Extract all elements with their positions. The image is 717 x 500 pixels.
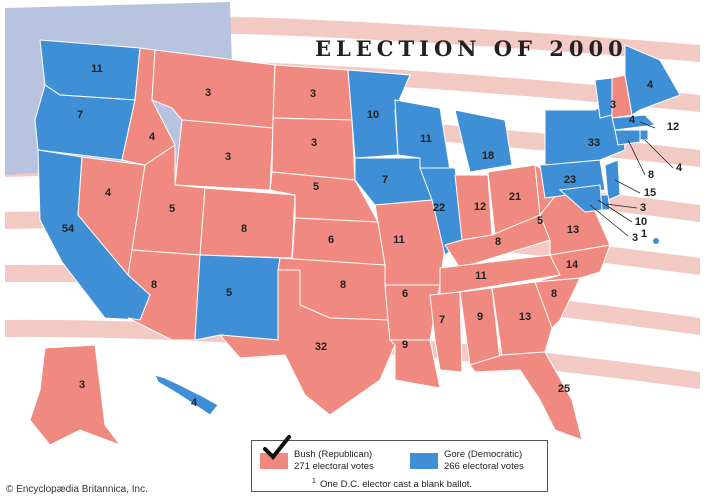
ev-label-wa: 11 xyxy=(91,63,103,75)
ev-label-ca: 54 xyxy=(62,223,75,235)
dc-marker xyxy=(653,238,659,244)
ev-label-tx: 32 xyxy=(315,341,327,353)
ev-label-ma: 12 xyxy=(667,121,679,133)
ev-label-nm: 5 xyxy=(226,287,232,299)
leader-line-ri xyxy=(644,139,674,169)
gore-votes: 266 electoral votes xyxy=(444,461,524,472)
dc-footnote-mark: 1 xyxy=(641,228,647,240)
labels-layer: 1175444335885335683210711691122181221811… xyxy=(62,63,683,409)
leader-line-md xyxy=(597,199,633,223)
state-wa xyxy=(39,39,141,101)
credit: © Encyclopædia Britannica, Inc. xyxy=(6,484,148,495)
ev-label-al: 9 xyxy=(477,311,483,323)
ev-label-co: 8 xyxy=(241,223,247,235)
state-ri xyxy=(639,129,649,141)
states-layer xyxy=(29,39,681,447)
gore-swatch xyxy=(410,453,438,469)
ev-label-wi: 11 xyxy=(420,133,432,145)
state-nm xyxy=(194,254,281,341)
checkmark-icon xyxy=(263,435,291,460)
ev-label-mt: 3 xyxy=(205,87,211,99)
ev-label-va: 13 xyxy=(567,224,579,236)
ev-label-ut: 5 xyxy=(169,203,175,215)
leader-line-ma xyxy=(639,121,656,129)
state-sd xyxy=(271,117,356,181)
ev-label-mn: 10 xyxy=(367,109,379,121)
ev-label-fl: 25 xyxy=(558,383,570,395)
ev-label-ny: 33 xyxy=(588,137,600,149)
ev-label-md: 10 xyxy=(635,216,647,228)
ev-label-ok: 8 xyxy=(340,279,346,291)
ev-label-az: 8 xyxy=(151,279,157,291)
ev-label-hi: 4 xyxy=(191,397,198,409)
ev-label-nd: 3 xyxy=(310,88,316,100)
ev-label-sc: 8 xyxy=(551,288,557,300)
ev-label-de: 3 xyxy=(640,202,646,214)
ev-label-ct: 8 xyxy=(648,169,654,181)
ev-label-sd: 3 xyxy=(311,137,317,149)
state-la xyxy=(388,339,441,389)
gore-label: Gore (Democratic) xyxy=(444,449,523,460)
ev-label-ia: 7 xyxy=(382,174,388,186)
leader-line-ct xyxy=(627,139,646,176)
ev-label-ks: 6 xyxy=(328,234,334,246)
ev-label-ms: 7 xyxy=(439,314,445,326)
ev-label-la: 9 xyxy=(402,339,408,351)
bush-label: Bush (Republican) xyxy=(294,449,373,460)
state-mi xyxy=(454,109,513,173)
ev-label-wv: 5 xyxy=(537,215,543,227)
leader-line-nj xyxy=(614,179,641,194)
state-ga xyxy=(491,281,553,356)
ev-label-id: 4 xyxy=(149,131,156,143)
ev-label-mo: 11 xyxy=(393,234,405,246)
state-ms xyxy=(429,291,463,373)
state-ct xyxy=(614,129,641,146)
ev-label-oh: 21 xyxy=(509,191,521,203)
ev-label-il: 22 xyxy=(433,202,445,214)
state-ak xyxy=(29,344,122,447)
ev-label-ak: 3 xyxy=(79,379,85,391)
ev-label-ga: 13 xyxy=(519,311,531,323)
leader-line-de xyxy=(605,203,638,209)
ev-label-ky: 8 xyxy=(495,236,501,248)
legend: Bush (Republican) 271 electoral votes Go… xyxy=(251,435,548,492)
state-ma xyxy=(611,114,657,131)
bush-votes: 271 electoral votes xyxy=(294,461,374,472)
state-fl xyxy=(469,351,583,441)
state-tx xyxy=(218,269,396,416)
ev-label-nc: 14 xyxy=(566,259,579,271)
state-md xyxy=(558,184,603,213)
ev-label-or: 7 xyxy=(77,109,83,121)
footnote-text: One D.C. elector cast a blank ballot. xyxy=(320,479,473,490)
ev-label-mi: 18 xyxy=(482,150,494,162)
ev-label-wy: 3 xyxy=(225,151,231,163)
ev-label-tn: 11 xyxy=(475,270,487,282)
state-ks xyxy=(291,217,386,266)
ev-label-dc: 3 xyxy=(632,232,638,244)
ev-label-nj: 15 xyxy=(644,187,656,199)
map-title: ELECTION OF 2000 xyxy=(315,36,628,61)
ev-label-nh: 4 xyxy=(629,114,636,126)
ev-label-ar: 6 xyxy=(402,288,408,300)
leader-lines xyxy=(589,121,674,237)
state-me xyxy=(624,44,681,116)
state-nj xyxy=(604,159,621,201)
state-hi xyxy=(154,374,219,416)
ev-label-me: 4 xyxy=(647,79,654,91)
ev-label-in: 12 xyxy=(474,201,486,213)
leader-line-dc xyxy=(589,204,629,237)
ev-label-ne: 5 xyxy=(313,181,319,193)
ev-label-nv: 4 xyxy=(105,187,112,199)
ev-label-ri: 4 xyxy=(676,162,683,174)
ev-label-pa: 23 xyxy=(564,174,576,186)
footnote-mark: 1 xyxy=(312,478,316,485)
state-co xyxy=(199,187,296,259)
bush-swatch xyxy=(260,453,288,469)
ev-label-vt: 3 xyxy=(610,99,616,111)
